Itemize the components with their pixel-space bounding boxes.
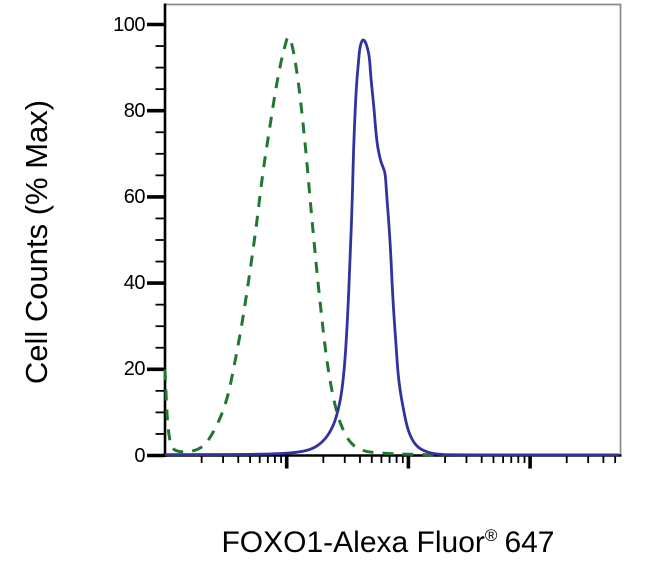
axis-lines [163,3,622,457]
y-tick-label: 0 [134,444,145,467]
y-tick-label: 20 [123,358,146,381]
x-axis-title: FOXO1-Alexa Fluor® 647 [138,517,638,559]
y-axis-title: Cell Counts (% Max) [19,99,54,385]
foxo1-stained-curve [164,38,619,457]
y-tick-label: 40 [123,272,146,295]
y-tick-label: 100 [113,13,145,36]
registered-trademark-symbol: ® [484,526,498,545]
y-tick-label: 80 [123,99,146,122]
plot-border-line [164,3,622,456]
unstained-control-curve [163,35,445,457]
x-axis-title-number: 647 [504,526,555,559]
x-axis-title-text: FOXO1-Alexa Fluor [221,526,485,559]
histogram-curves [163,35,619,457]
plot-border [164,3,622,456]
axis-ticks [147,22,617,469]
y-tick-label: 60 [123,185,146,208]
